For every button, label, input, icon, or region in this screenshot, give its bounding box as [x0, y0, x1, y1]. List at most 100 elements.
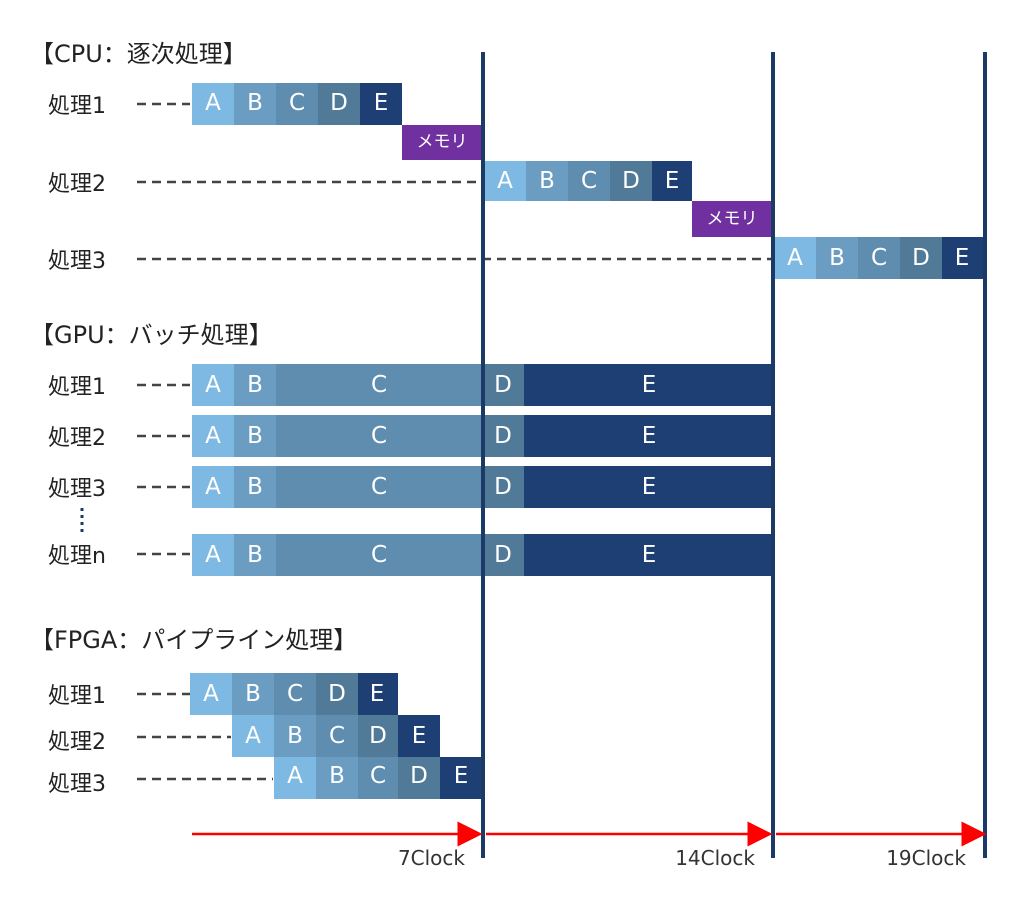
fpga-3-stage-e-label: E — [454, 763, 469, 789]
cpu-row-label-1: 処理1 — [48, 94, 106, 119]
fpga-2-stage-c-label: C — [329, 723, 345, 749]
gpu-3-stage-c-label: C — [371, 474, 387, 500]
gpu-process-n: A B C D E — [192, 534, 774, 576]
cpu-process-2: A B C D E — [484, 161, 692, 201]
gpu-2-stage-b-label: B — [247, 423, 263, 449]
cpu-1-stage-e-block — [360, 83, 402, 125]
cpu-row-label-2: 処理2 — [48, 172, 106, 197]
fpga-3-stage-b-label: B — [329, 763, 345, 789]
gpu-3-stage-e-label: E — [642, 474, 657, 500]
cpu-1-stage-c-label: C — [289, 90, 305, 116]
cpu-process-1: A B C D E — [192, 83, 402, 125]
fpga-1-stage-c-label: C — [287, 681, 303, 707]
fpga-1-stage-a-label: A — [203, 681, 219, 707]
clock-label-7: 7Clock — [398, 846, 465, 870]
gpu-n-stage-d-block — [482, 534, 524, 576]
cpu-memory-block-2 — [692, 201, 772, 237]
gpu-1-stage-d-label: D — [494, 372, 512, 398]
cpu-2-stage-c-label: C — [581, 168, 597, 194]
fpga-1-stage-d-block — [316, 673, 358, 715]
fpga-1-stage-d-label: D — [328, 681, 346, 707]
cpu-memory-label-1: メモリ — [417, 132, 468, 152]
cpu-section-title: 【CPU：逐次処理】 — [30, 40, 247, 68]
cpu-memory-block-1 — [402, 125, 482, 160]
cpu-3-stage-a-block — [774, 237, 816, 279]
gpu-3-stage-e-block — [524, 466, 774, 508]
fpga-1-stage-b-block — [232, 673, 274, 715]
gpu-3-stage-a-block — [192, 466, 234, 508]
gpu-2-stage-d-label: D — [494, 423, 512, 449]
cpu-3-stage-c-label: C — [871, 245, 887, 271]
gpu-3-stage-c-block — [276, 466, 482, 508]
cpu-3-stage-c-block — [858, 237, 900, 279]
fpga-2-stage-a-block — [232, 715, 274, 757]
cpu-3-stage-a-label: A — [787, 245, 803, 271]
clock-label-14: 14Clock — [675, 846, 755, 870]
cpu-3-stage-e-label: E — [955, 245, 970, 271]
cpu-2-stage-b-label: B — [539, 168, 555, 194]
gpu-1-stage-a-label: A — [205, 372, 221, 398]
cpu-memory-label-2: メモリ — [707, 209, 758, 229]
cpu-1-stage-d-label: D — [330, 90, 348, 116]
cpu-process-3: A B C D E — [774, 237, 984, 279]
fpga-3-stage-b-block — [316, 757, 358, 799]
fpga-1-stage-b-label: B — [245, 681, 261, 707]
cpu-memory-2: メモリ — [692, 201, 772, 237]
cpu-2-stage-e-block — [652, 161, 692, 201]
gpu-1-stage-b-block — [234, 364, 276, 406]
gpu-1-stage-e-label: E — [642, 372, 657, 398]
gpu-n-stage-c-block — [276, 534, 482, 576]
gpu-n-stage-d-label: D — [494, 542, 512, 568]
gpu-n-stage-a-label: A — [205, 542, 221, 568]
gpu-row-label-2: 処理2 — [48, 426, 106, 451]
gpu-n-stage-b-block — [234, 534, 276, 576]
fpga-row-label-2: 処理2 — [48, 730, 106, 755]
cpu-2-stage-b-block — [526, 161, 568, 201]
cpu-1-stage-b-block — [234, 83, 276, 125]
fpga-2-stage-e-label: E — [412, 723, 427, 749]
cpu-3-stage-d-label: D — [912, 245, 930, 271]
gpu-3-stage-d-block — [482, 466, 524, 508]
gpu-section-title: 【GPU：バッチ処理】 — [30, 321, 273, 349]
fpga-2-stage-b-block — [274, 715, 316, 757]
fpga-1-stage-a-block — [190, 673, 232, 715]
fpga-3-stage-d-block — [398, 757, 440, 799]
fpga-row-label-3: 処理3 — [48, 772, 106, 797]
gpu-2-stage-c-label: C — [371, 423, 387, 449]
cpu-1-stage-b-label: B — [247, 90, 263, 116]
cpu-2-stage-e-label: E — [665, 168, 680, 194]
cpu-1-stage-e-label: E — [374, 90, 389, 116]
cpu-2-stage-d-block — [610, 161, 652, 201]
cpu-3-stage-e-block — [942, 237, 984, 279]
gpu-2-stage-c-block — [276, 415, 482, 457]
gpu-n-stage-c-label: C — [371, 542, 387, 568]
cpu-1-stage-d-block — [318, 83, 360, 125]
gpu-3-stage-b-label: B — [247, 474, 263, 500]
cpu-3-stage-b-label: B — [829, 245, 845, 271]
fpga-2-stage-d-block — [358, 715, 398, 757]
gpu-row-label-3: 処理3 — [48, 477, 106, 502]
gpu-1-stage-e-block — [524, 364, 774, 406]
gpu-n-stage-b-label: B — [247, 542, 263, 568]
gpu-process-2: A B C D E — [192, 415, 774, 457]
fpga-3-stage-c-label: C — [370, 763, 386, 789]
gpu-n-stage-e-label: E — [642, 542, 657, 568]
fpga-1-stage-e-block — [358, 673, 398, 715]
gpu-2-stage-a-label: A — [205, 423, 221, 449]
gpu-2-stage-a-block — [192, 415, 234, 457]
cpu-1-stage-c-block — [276, 83, 318, 125]
cpu-2-stage-d-label: D — [622, 168, 640, 194]
cpu-row-label-3: 処理3 — [48, 249, 106, 274]
cpu-2-stage-a-label: A — [497, 168, 513, 194]
fpga-3-stage-a-label: A — [287, 763, 303, 789]
fpga-2-stage-b-label: B — [287, 723, 303, 749]
clock-label-19: 19Clock — [886, 846, 966, 870]
fpga-1-stage-c-block — [274, 673, 316, 715]
gpu-2-stage-e-label: E — [642, 423, 657, 449]
cpu-3-stage-d-block — [900, 237, 942, 279]
fpga-process-2: A B C D E — [232, 715, 440, 757]
gpu-process-3: A B C D E — [192, 466, 774, 508]
cpu-2-stage-c-block — [568, 161, 610, 201]
